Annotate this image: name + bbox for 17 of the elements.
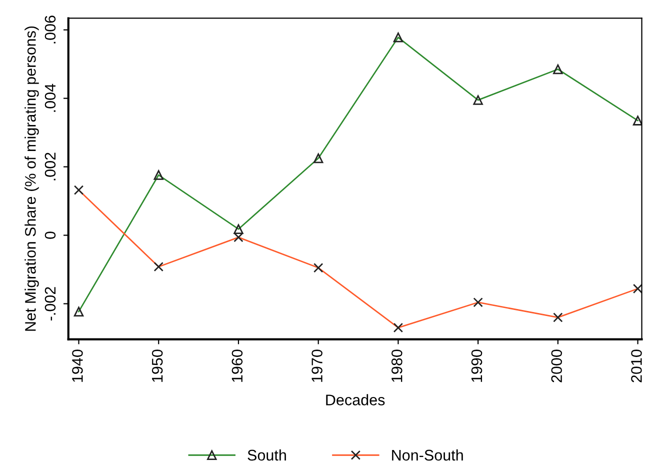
y-tick-label: .004 [44, 84, 56, 112]
y-axis-title: Net Migration Share (% of migrating persons) [24, 26, 39, 331]
x-tick-label: 1990 [471, 350, 482, 382]
x-axis-title: Decades [326, 394, 385, 406]
legend-label: South [248, 449, 286, 461]
x-tick-label: 1980 [391, 350, 402, 382]
y-tick-label: 0 [44, 232, 56, 239]
y-tick-label: -.002 [44, 287, 56, 320]
x-tick-label: 1970 [312, 350, 322, 382]
x-tick-label: 1950 [152, 350, 163, 382]
x-tick-label: 1940 [72, 350, 83, 382]
x-tick-label: 2010 [631, 350, 642, 382]
x-tick-label: 1960 [232, 350, 243, 382]
y-tick-label: .006 [44, 16, 56, 44]
x-tick-label: 2000 [551, 350, 562, 382]
y-tick-label: .002 [44, 152, 56, 180]
legend-label: Non-South [392, 449, 463, 461]
